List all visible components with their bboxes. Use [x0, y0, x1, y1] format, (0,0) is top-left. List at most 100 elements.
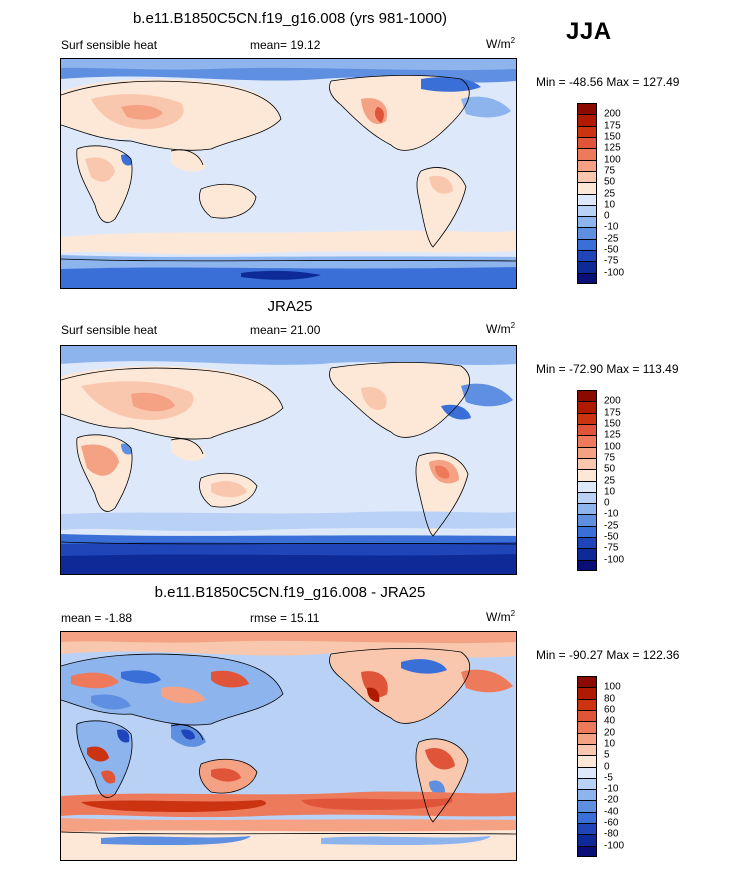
panel-2-colorbar-tick: 50: [604, 463, 616, 475]
panel-3-minmax-label: Min = -90.27 Max = 122.36: [536, 648, 680, 662]
panel-3-colorbar-tick: 40: [604, 715, 616, 727]
panel-1-map: [60, 58, 517, 289]
panel-3-colorbar-tick: -5: [604, 772, 613, 784]
panel-2-colorbar-tick: 10: [604, 486, 616, 498]
panel-3-colorbar-tick: -100: [604, 840, 625, 852]
panel-2-colorbar-tick: -100: [604, 554, 625, 566]
panel-1-colorbar-tick: 50: [604, 176, 616, 188]
panel-2-colorbar-swatch: [578, 538, 596, 550]
panel-1-colorbar-swatch: [578, 194, 596, 206]
panel-3-colorbar-scale: [577, 676, 597, 857]
panel-2-colorbar-swatch: [578, 515, 596, 527]
panel-3-colorbar-tick: -60: [604, 817, 619, 829]
panel-3-colorbar-swatch: [578, 778, 596, 791]
panel-2-minmax-label: Min = -72.90 Max = 113.49: [536, 362, 679, 376]
panel-3-colorbar-swatch: [578, 688, 596, 700]
panel-3-colorbar-tick: 5: [604, 749, 610, 761]
panel-2-colorbar-swatch: [578, 424, 596, 437]
panel-1-colorbar-tick: 100: [604, 154, 621, 166]
panel-1-colorbar-tick: -25: [604, 233, 619, 245]
panel-3-colorbar-swatch: [578, 756, 596, 768]
panel-3-colorbar-swatch: [578, 801, 596, 813]
panel-3-colorbar-swatch: [578, 710, 596, 723]
panel-1-colorbar-tick: -100: [604, 267, 625, 279]
panel-2-colorbar-swatch: [578, 458, 596, 471]
panel-2-colorbar-swatch: [578, 436, 596, 448]
panel-2-title: JRA25: [267, 298, 313, 315]
panel-1-colorbar-tick: 150: [604, 131, 621, 143]
panel-1-colorbar-tick: -10: [604, 221, 619, 233]
panel-2-mean-label: mean= 21.00: [250, 323, 321, 337]
panel-3-colorbar-swatch: [578, 824, 596, 836]
panel-2-colorbar-tick: 25: [604, 475, 616, 486]
panel-2-colorbar-tick: 150: [604, 418, 621, 430]
panel-2-colorbar-tick: -25: [604, 520, 619, 532]
panel-2-colorbar-tick: 100: [604, 441, 621, 453]
panel-1-colorbar-tick: 25: [604, 188, 616, 199]
panel-1-colorbar-swatch: [578, 205, 596, 218]
panel-1-colorbar-tick: 75: [604, 165, 616, 177]
panel-1-colorbar-tick: -50: [604, 244, 619, 256]
panel-3-colorbar-swatch: [578, 677, 596, 689]
panel-3-colorbar-swatch: [578, 790, 596, 802]
panel-2-colorbar-tick: 0: [604, 497, 610, 509]
panel-2-colorbar-swatch: [578, 413, 596, 425]
panel-3-colorbar-swatch: [578, 744, 596, 757]
panel-3-colorbar-tick: 0: [604, 761, 610, 772]
panel-2-colorbar-swatch: [578, 560, 596, 570]
panel-1-colorbar-swatch: [578, 273, 596, 283]
panel-3-colorbar-swatch: [578, 699, 596, 711]
panel-2-colorbar-tick: 125: [604, 429, 621, 441]
panel-3-mean-label: mean = -1.88: [61, 611, 133, 625]
panel-3-colorbar-tick: 20: [604, 727, 616, 739]
panel-2-colorbar-scale: [577, 390, 597, 571]
panel-3-colorbar-swatch: [578, 733, 596, 745]
panel-3-title: b.e11.B1850C5CN.f19_g16.008 - JRA25: [154, 584, 426, 601]
panel-1-colorbar-swatch: [578, 137, 596, 150]
season-label: JJA: [566, 18, 612, 45]
panel-3-colorbar-swatch: [578, 846, 596, 856]
panel-1-colorbar-tick: 10: [604, 199, 616, 211]
panel-2-colorbar-swatch: [578, 504, 596, 516]
panel-1-colorbar-swatch: [578, 239, 596, 252]
panel-1-colorbar-swatch: [578, 183, 596, 195]
panel-3-colorbar-swatch: [578, 722, 596, 734]
panel-3-colorbar-tick: -40: [604, 806, 619, 818]
panel-2-map: [60, 345, 517, 575]
panel-1-colorbar-swatch: [578, 217, 596, 229]
panel-1-units-label: W/m2: [486, 36, 516, 51]
panel-3-colorbar-swatch: [578, 835, 596, 847]
panel-2-colorbar-swatch: [578, 481, 596, 493]
panel-3-colorbar-tick: -80: [604, 828, 619, 840]
panel-2-variable-label: Surf sensible heat: [61, 323, 158, 337]
panel-1-variable-label: Surf sensible heat: [61, 38, 158, 52]
panel-1-title: b.e11.B1850C5CN.f19_g16.008 (yrs 981-100…: [132, 10, 448, 27]
panel-1-colorbar-tick: -75: [604, 255, 619, 267]
panel-1-colorbar-swatch: [578, 171, 596, 184]
panel-2-colorbar-swatch: [578, 447, 596, 459]
panel-1-colorbar-swatch: [578, 149, 596, 161]
panel-1-colorbar-swatch: [578, 160, 596, 172]
panel-3-colorbar-swatch: [578, 812, 596, 825]
panel-1-colorbar-tick: 125: [604, 142, 621, 154]
panel-2-colorbar-tick: 175: [604, 407, 621, 419]
panel-2-colorbar-tick: -75: [604, 542, 619, 554]
panel-3-units-label: W/m2: [486, 609, 516, 624]
panel-1-colorbar-tick: 175: [604, 120, 621, 132]
panel-1-colorbar-swatch: [578, 228, 596, 240]
panel-2-colorbar-swatch: [578, 391, 596, 403]
panel-2-colorbar-tick: 200: [604, 395, 621, 407]
panel-1-minmax-label: Min = -48.56 Max = 127.49: [536, 75, 680, 89]
panel-3-colorbar-tick: 100: [604, 681, 621, 693]
panel-3-colorbar-tick: -10: [604, 783, 619, 795]
panel-2-colorbar-tick: -50: [604, 531, 619, 543]
panel-3-colorbar-swatch: [578, 767, 596, 779]
panel-1-mean-label: mean= 19.12: [250, 38, 321, 52]
panel-3-map: [60, 631, 517, 861]
panel-3-colorbar-tick: 10: [604, 738, 616, 750]
panel-2-colorbar-swatch: [578, 402, 596, 414]
panel-1-colorbar-tick: 200: [604, 108, 621, 120]
panel-2-colorbar-swatch: [578, 549, 596, 561]
panel-3-rmse-label: rmse = 15.11: [250, 611, 320, 625]
panel-1-colorbar-swatch: [578, 104, 596, 116]
